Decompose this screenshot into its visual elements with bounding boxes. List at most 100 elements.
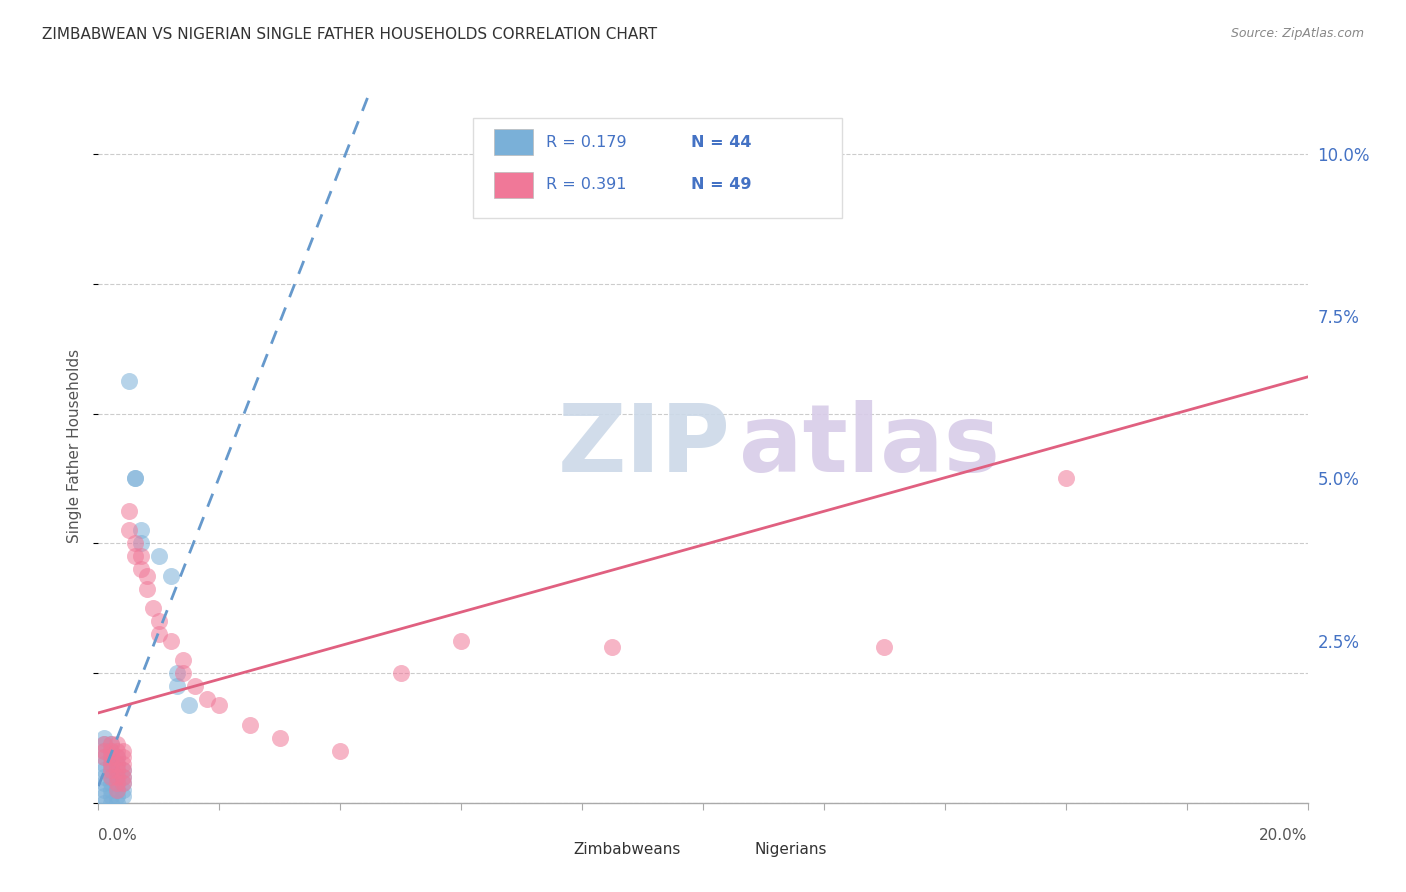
Point — [100, 796, 122, 810]
Point — [93, 796, 115, 810]
Point — [111, 744, 134, 758]
Point — [105, 782, 128, 797]
Point — [105, 750, 128, 764]
Text: ZIMBABWEAN VS NIGERIAN SINGLE FATHER HOUSEHOLDS CORRELATION CHART: ZIMBABWEAN VS NIGERIAN SINGLE FATHER HOU… — [42, 27, 657, 42]
Text: R = 0.179: R = 0.179 — [546, 135, 627, 150]
Point — [208, 698, 231, 713]
Text: Nigerians: Nigerians — [755, 842, 828, 856]
Point — [111, 789, 134, 804]
Text: Zimbabweans: Zimbabweans — [574, 842, 681, 856]
Point — [93, 789, 115, 804]
Text: 20.0%: 20.0% — [1260, 828, 1308, 843]
Point — [111, 782, 134, 797]
Point — [166, 679, 188, 693]
Text: N = 49: N = 49 — [690, 178, 751, 193]
Point — [100, 756, 122, 771]
Point — [105, 796, 128, 810]
Point — [135, 568, 157, 582]
Point — [129, 562, 152, 576]
Point — [100, 744, 122, 758]
Y-axis label: Single Father Households: Single Father Households — [67, 349, 83, 543]
Point — [105, 770, 128, 784]
Point — [195, 692, 218, 706]
Point — [172, 653, 194, 667]
Point — [160, 633, 183, 648]
Point — [329, 744, 352, 758]
Point — [100, 756, 122, 771]
Point — [179, 698, 201, 713]
Point — [105, 756, 128, 771]
Point — [105, 776, 128, 790]
Point — [105, 789, 128, 804]
Point — [93, 782, 115, 797]
Point — [239, 718, 262, 732]
Point — [105, 738, 128, 752]
Point — [93, 764, 115, 778]
Point — [111, 764, 134, 778]
Point — [93, 750, 115, 764]
Point — [450, 633, 472, 648]
Point — [93, 744, 115, 758]
Point — [1054, 471, 1077, 485]
Point — [100, 738, 122, 752]
Text: ZIP: ZIP — [558, 400, 731, 492]
Point — [100, 764, 122, 778]
Point — [124, 549, 146, 564]
Point — [100, 776, 122, 790]
Point — [93, 756, 115, 771]
Point — [129, 549, 152, 564]
Point — [93, 744, 115, 758]
Point — [124, 471, 146, 485]
Point — [100, 744, 122, 758]
Point — [124, 536, 146, 550]
Point — [184, 679, 207, 693]
Point — [100, 789, 122, 804]
FancyBboxPatch shape — [494, 172, 533, 198]
Text: R = 0.391: R = 0.391 — [546, 178, 626, 193]
Point — [166, 666, 188, 681]
Point — [692, 167, 714, 181]
Point — [105, 764, 128, 778]
Point — [93, 750, 115, 764]
Point — [93, 738, 115, 752]
Point — [172, 666, 194, 681]
Point — [105, 776, 128, 790]
Point — [93, 731, 115, 745]
Point — [118, 374, 141, 388]
Point — [100, 764, 122, 778]
Point — [118, 524, 141, 538]
Text: N = 44: N = 44 — [690, 135, 751, 150]
Point — [111, 756, 134, 771]
Point — [100, 750, 122, 764]
FancyBboxPatch shape — [540, 842, 567, 858]
Point — [148, 549, 170, 564]
Point — [105, 782, 128, 797]
Point — [111, 750, 134, 764]
Point — [105, 764, 128, 778]
Point — [105, 750, 128, 764]
Point — [602, 640, 624, 654]
Point — [269, 731, 291, 745]
Point — [111, 770, 134, 784]
Point — [105, 770, 128, 784]
Point — [100, 770, 122, 784]
Point — [93, 770, 115, 784]
Point — [142, 601, 165, 615]
FancyBboxPatch shape — [721, 842, 748, 858]
Point — [148, 627, 170, 641]
Text: 0.0%: 0.0% — [98, 828, 138, 843]
Point — [124, 471, 146, 485]
Text: Source: ZipAtlas.com: Source: ZipAtlas.com — [1230, 27, 1364, 40]
Point — [100, 750, 122, 764]
Point — [873, 640, 896, 654]
Point — [111, 776, 134, 790]
Point — [148, 614, 170, 628]
Point — [135, 582, 157, 596]
Point — [129, 524, 152, 538]
Point — [111, 776, 134, 790]
Point — [93, 776, 115, 790]
FancyBboxPatch shape — [474, 118, 842, 218]
Text: atlas: atlas — [740, 400, 1000, 492]
Point — [93, 738, 115, 752]
Point — [100, 782, 122, 797]
